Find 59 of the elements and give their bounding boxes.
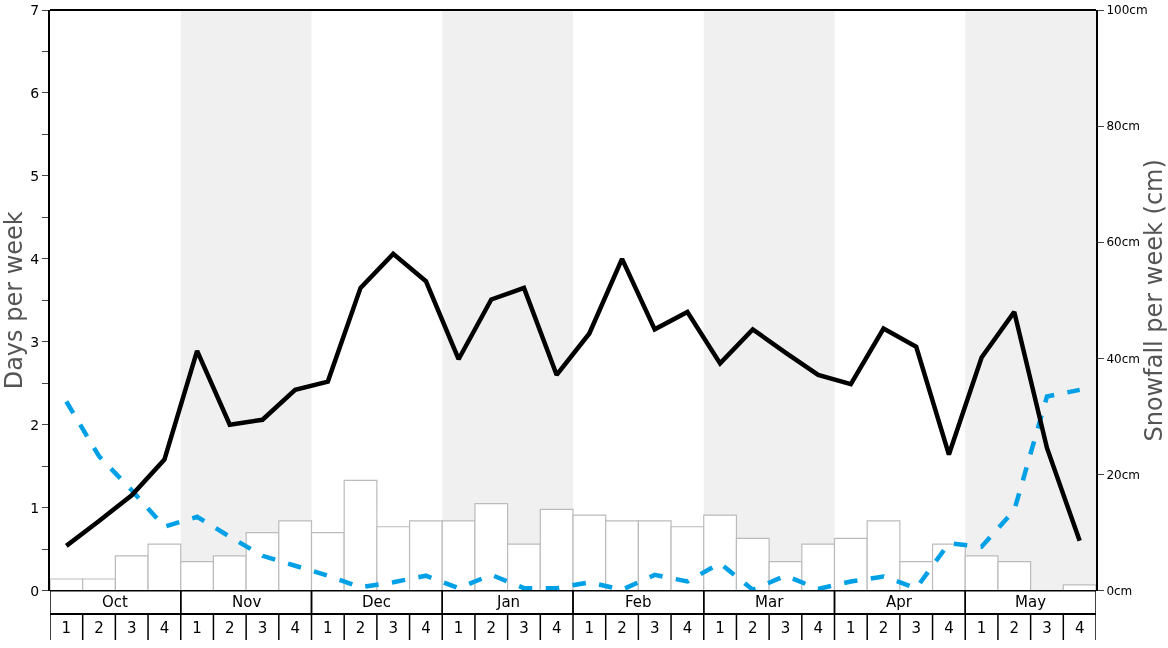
x-tick-label: 1 [192,619,202,638]
x-tick-label: 4 [551,619,562,638]
x-tick-label: 2 [878,619,889,638]
x-tick-label: 4 [421,619,431,638]
text: Jan [496,593,521,611]
y-tick-label: 1 [30,499,40,516]
text: Mar [755,593,785,611]
x-tick-label: 2 [1009,619,1020,638]
x-tick-label: 3 [1042,619,1052,638]
line-series [64,251,1082,549]
x-tick-label: 1 [584,619,595,638]
x-tick-label: 2 [94,619,104,638]
x-tick-label: 3 [649,619,660,638]
y-tick-label: 6 [30,84,40,101]
x-tick-label: 4 [944,619,954,638]
x-tick-label: 1 [61,619,72,638]
text: Oct [102,593,129,611]
x-tick-label: 3 [388,619,398,638]
x-tick-label: 2 [355,619,366,638]
x-tick-label: 3 [519,619,529,638]
y-tick-label: 0 [30,582,40,599]
x-tick-label: 4 [813,619,823,638]
text: Dec [362,593,392,611]
x-tick-label: 3 [257,619,268,638]
x-tick-label: 3 [126,619,137,638]
line-series [64,387,1082,591]
y-tick-label: 2 [30,416,40,433]
y-tick-label: 7 [30,1,40,18]
x-tick-label: 2 [617,619,627,638]
y-tick-label: 5 [30,167,40,184]
x-tick-label: 4 [1074,619,1085,638]
text: Nov [232,593,262,611]
y-axis-title: Days per week [0,211,28,390]
bar [1062,584,1096,591]
x-tick-label: 1 [715,619,725,638]
y2-tick-label: 40cm [1106,351,1140,366]
text: Apr [886,593,913,611]
y2-tick-label: 80cm [1106,119,1140,134]
x-tick-label: 1 [976,619,987,638]
text: Feb [625,593,652,611]
x-tick-label: 1 [453,619,464,638]
y2-tick-label: 100cm [1106,3,1148,18]
x-tick-label: 1 [846,619,856,638]
x-tick-label: 2 [748,619,758,638]
y2-tick-label: 60cm [1106,235,1140,250]
y-tick-label: 4 [30,250,40,267]
y-tick-label: 3 [30,333,40,350]
x-tick-label: 4 [682,619,693,638]
x-tick-label: 2 [225,619,235,638]
y2-axis-title: Snowfall per week (cm) [1140,159,1168,442]
x-tick-label: 1 [323,619,333,638]
y2-tick-label: 0cm [1106,583,1133,598]
x-tick-label: 4 [159,619,170,638]
x-tick-label: 3 [780,619,791,638]
x-tick-label: 2 [486,619,497,638]
y2-tick-label: 20cm [1106,467,1140,482]
x-tick-label: 4 [290,619,300,638]
text: May [1015,593,1047,611]
x-tick-label: 3 [911,619,921,638]
